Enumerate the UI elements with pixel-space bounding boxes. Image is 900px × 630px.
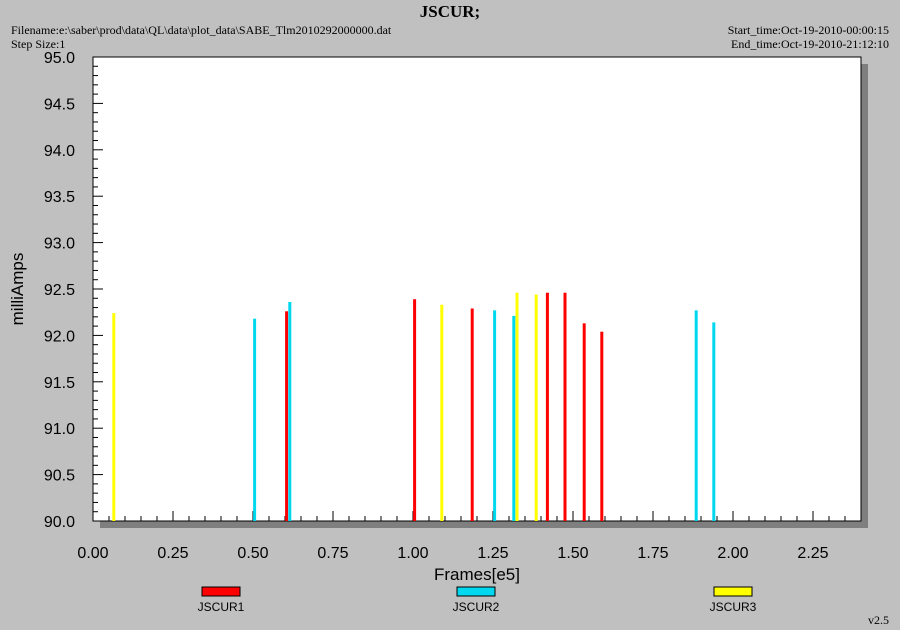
data-bar-jscur3	[534, 294, 538, 521]
data-bar-jscur2	[694, 310, 698, 521]
data-bar-jscur1	[600, 331, 604, 521]
data-bar-jscur2	[288, 301, 292, 521]
x-tick-label: 2.00	[717, 545, 748, 562]
data-bar-jscur1	[470, 308, 474, 521]
x-tick-label: 0.75	[317, 545, 348, 562]
x-tick-label: 1.50	[557, 545, 588, 562]
data-bar-jscur1	[285, 311, 289, 521]
data-bar-jscur3	[515, 292, 519, 521]
y-tick-label: 93.5	[44, 189, 75, 206]
legend-swatch-jscur2	[456, 586, 496, 597]
x-axis-label: Frames[e5]	[434, 565, 520, 584]
step-size-text: Step Size:1	[11, 37, 66, 51]
filename-text: Filename:e:\saber\prod\data\QL\data\plot…	[11, 23, 392, 37]
y-tick-label: 90.5	[44, 468, 75, 485]
x-tick-label: 1.00	[397, 545, 428, 562]
legend-label-jscur1: JSCUR1	[198, 600, 245, 614]
x-tick-label: 2.25	[797, 545, 828, 562]
y-axis-label: milliAmps	[8, 253, 27, 326]
data-bar-jscur1	[413, 299, 417, 521]
legend-label-jscur3: JSCUR3	[710, 600, 757, 614]
end-time-text: End_time:Oct-19-2010-21:12:10	[731, 37, 889, 51]
x-tick-label: 0.00	[77, 545, 108, 562]
y-tick-label: 94.5	[44, 96, 75, 113]
y-tick-label: 93.0	[44, 236, 75, 253]
y-tick-label: 90.0	[44, 514, 75, 531]
data-bar-jscur3	[440, 304, 444, 521]
chart-title: JSCUR;	[419, 2, 481, 21]
data-bar-jscur2	[712, 322, 716, 521]
data-bar-jscur1	[563, 292, 567, 521]
data-bar-jscur2	[512, 315, 516, 521]
y-tick-label: 91.5	[44, 375, 75, 392]
x-tick-label: 1.25	[477, 545, 508, 562]
y-tick-label: 95.0	[44, 50, 75, 67]
data-bar-jscur2	[493, 310, 497, 521]
y-tick-label: 92.5	[44, 282, 75, 299]
x-tick-label: 1.75	[637, 545, 668, 562]
file-info: Filename:e:\saber\prod\data\QL\data\plot…	[11, 23, 391, 51]
start-time-text: Start_time:Oct-19-2010-00:00:15	[727, 23, 889, 37]
y-tick-label: 91.0	[44, 421, 75, 438]
data-bar-jscur1	[545, 292, 549, 521]
legend-swatch-jscur3	[713, 586, 753, 597]
data-bar-jscur3	[112, 313, 116, 521]
y-tick-label: 92.0	[44, 328, 75, 345]
x-tick-label: 0.25	[157, 545, 188, 562]
version-text: v2.5	[868, 613, 889, 627]
data-bar-jscur2	[253, 318, 257, 521]
x-tick-label: 0.50	[237, 545, 268, 562]
time-info: Start_time:Oct-19-2010-00:00:15 End_time…	[728, 23, 889, 51]
y-tick-label: 94.0	[44, 143, 75, 160]
data-bar-jscur1	[582, 323, 586, 521]
plot-area	[92, 56, 862, 522]
legend-swatch-jscur1	[201, 586, 241, 597]
legend-label-jscur2: JSCUR2	[453, 600, 500, 614]
